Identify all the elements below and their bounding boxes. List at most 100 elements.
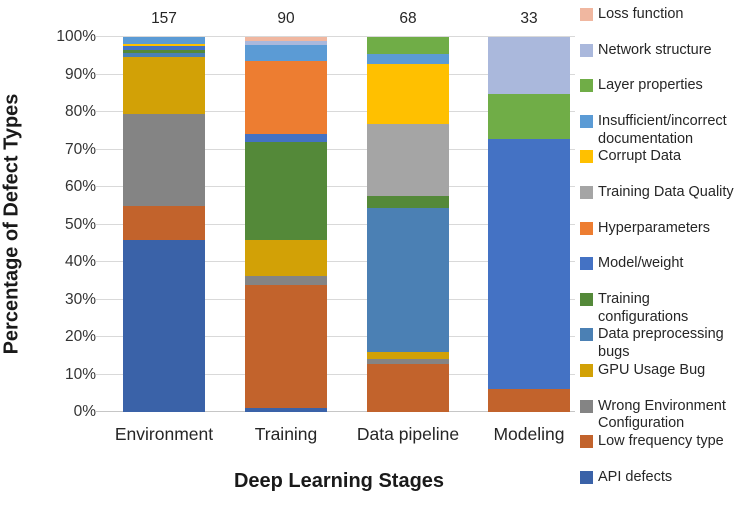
legend-item: Training configurations [580, 291, 744, 327]
bar-segment [367, 124, 449, 196]
bar-segment [245, 275, 327, 285]
legend-swatch-icon [580, 185, 593, 199]
gridline-30% [96, 298, 575, 300]
bar-total-label: 157 [151, 10, 177, 27]
y-tick-label: 80% [64, 103, 96, 120]
gridline-70% [96, 148, 575, 150]
bar-segment [367, 64, 449, 125]
legend-item: Low frequency type [580, 433, 744, 469]
bar-data-pipeline [367, 37, 449, 412]
gridline-90% [96, 73, 575, 75]
legend-label: Network structure [598, 41, 712, 58]
legend-item: Hyperparameters [580, 220, 744, 256]
legend-swatch-icon [580, 79, 593, 93]
plot-area [96, 36, 575, 412]
y-axis-title: Percentage of Defect Types [0, 93, 23, 355]
legend-label: Hyperparameters [598, 219, 711, 236]
legend-label: Layer properties [598, 77, 703, 94]
y-tick-label: 40% [64, 253, 96, 270]
bar-segment [245, 142, 327, 241]
bar-segment [123, 46, 205, 51]
bar-segment [488, 139, 570, 390]
legend-label: Training Data Quality [598, 183, 734, 200]
y-tick-label: 50% [64, 215, 96, 233]
bar-segment [245, 407, 327, 412]
legend-item: Data preprocessing bugs [580, 326, 744, 362]
x-tick-label: Training [254, 424, 318, 444]
gridline-50% [96, 223, 575, 225]
bar-segment [245, 44, 327, 61]
legend-label: Wrong Environment Configuration [598, 397, 726, 432]
bar-segment [367, 207, 449, 352]
gridline-80% [96, 111, 575, 112]
legend-label: Low frequency type [598, 433, 724, 450]
bar-segment [367, 37, 449, 54]
legend-swatch-icon [580, 257, 593, 271]
legend-item: Wrong Environment Configuration [580, 398, 744, 434]
bar-segment [123, 113, 205, 206]
legend-swatch-icon [580, 150, 593, 164]
legend-item: Loss function [580, 6, 744, 42]
legend-item: Corrupt Data [580, 148, 744, 184]
legend-label: API defects [598, 468, 673, 485]
gridline-20% [96, 336, 575, 337]
legend-item: Layer properties [580, 77, 744, 113]
bar-modeling [488, 37, 570, 412]
legend-item: Network structure [580, 42, 744, 78]
x-tick-label: Environment [114, 424, 214, 444]
bar-total-label: 68 [399, 10, 417, 27]
legend-item: GPU Usage Bug [580, 362, 744, 398]
legend-label: Data preprocessing bugs [598, 326, 724, 361]
bar-segment [123, 56, 205, 114]
legend-label: GPU Usage Bug [598, 361, 706, 378]
bar-segment [367, 53, 449, 65]
bar-segment [367, 195, 449, 208]
legend-swatch-icon [580, 328, 593, 342]
legend: Loss function Network structure Layer prop… [580, 6, 744, 504]
gridline-0% [96, 411, 575, 412]
x-tick-label: Modeling [493, 424, 565, 444]
bar-segment [123, 52, 205, 57]
legend-label: Corrupt Data [598, 148, 682, 165]
legend-item: Model/weight [580, 255, 744, 291]
legend-swatch-icon [580, 43, 593, 57]
y-tick-label: 0% [73, 403, 96, 420]
y-tick-label: 30% [64, 290, 96, 308]
legend-item: Insufficient/incorrect documentation [580, 113, 744, 149]
legend-swatch-icon [580, 363, 593, 377]
bar-segment [488, 94, 570, 140]
bar-segment [367, 364, 449, 412]
y-tick-label: 60% [64, 178, 96, 195]
bar-segment [488, 389, 570, 412]
bar-total-label: 90 [277, 10, 295, 27]
legend-swatch-icon [580, 114, 593, 128]
bar-segment [123, 239, 205, 412]
bar-segment [245, 37, 327, 42]
legend-swatch-icon [580, 292, 593, 306]
y-tick-label: 20% [64, 328, 96, 345]
gridline-40% [96, 261, 575, 262]
bar-training [245, 37, 327, 412]
y-tick-label: 10% [64, 365, 96, 383]
x-tick-label: Data pipeline [356, 424, 460, 444]
gridline-100% [96, 36, 575, 37]
bar-segment [367, 359, 449, 364]
legend-label: Model/weight [598, 255, 684, 272]
bar-segment [123, 37, 205, 44]
bar-segment [488, 37, 570, 94]
legend-label: Training configurations [598, 290, 689, 325]
bar-segment [245, 240, 327, 276]
legend-item: Training Data Quality [580, 184, 744, 220]
legend-item: API defects [580, 469, 744, 505]
bar-segment [245, 284, 327, 408]
legend-label: Loss function [598, 6, 684, 22]
bar-environment [123, 37, 205, 412]
legend-swatch-icon [580, 8, 593, 21]
bar-segment [367, 351, 449, 360]
bar-segment [123, 50, 205, 53]
x-axis-title: Deep Learning Stages [233, 470, 445, 492]
legend-swatch-icon [580, 470, 593, 484]
gridline-10% [96, 373, 575, 375]
legend-swatch-icon [580, 435, 593, 449]
